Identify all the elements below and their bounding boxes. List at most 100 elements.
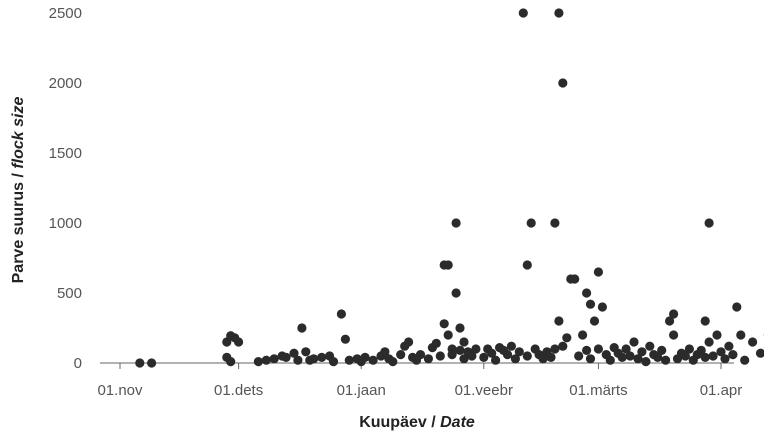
data-point <box>680 351 691 361</box>
x-axis-ticks: 01.nov 01.dets 01.jaan 01.veebr 01.märts 01.a… <box>97 363 742 399</box>
data-point <box>301 347 311 357</box>
data-point <box>562 333 572 343</box>
data-point <box>728 350 738 360</box>
data-point <box>696 345 706 355</box>
data-point <box>269 354 279 364</box>
data-point <box>487 348 497 358</box>
data-point <box>755 348 764 358</box>
data-point <box>317 352 327 362</box>
data-point <box>700 316 710 326</box>
data-point <box>506 341 516 351</box>
y-tick-label: 0 <box>74 355 82 372</box>
data-point <box>585 354 596 364</box>
data-point <box>526 218 536 228</box>
data-point <box>455 323 465 333</box>
y-tick-label: 1500 <box>49 145 82 162</box>
data-point <box>684 344 695 354</box>
data-point <box>550 218 560 228</box>
data-point <box>645 341 655 351</box>
data-point <box>443 260 453 270</box>
data-point <box>234 337 244 347</box>
data-points <box>135 8 764 368</box>
data-point <box>589 316 600 326</box>
data-point <box>617 352 627 362</box>
data-point <box>443 330 453 340</box>
data-point <box>574 351 584 361</box>
data-point <box>344 355 354 365</box>
data-point <box>514 347 524 357</box>
data-point <box>554 316 564 326</box>
data-point <box>657 345 667 355</box>
data-point <box>451 218 461 228</box>
data-point <box>328 357 339 367</box>
data-point <box>261 355 271 365</box>
data-point <box>281 352 291 362</box>
data-point <box>704 337 714 347</box>
data-point <box>340 334 350 344</box>
data-point <box>293 355 303 365</box>
data-point <box>451 288 461 298</box>
data-point <box>538 354 548 364</box>
data-point <box>368 355 378 365</box>
data-point <box>396 350 406 360</box>
data-point <box>637 347 647 357</box>
x-tick-label: 01.nov <box>97 382 143 399</box>
data-point <box>135 358 145 368</box>
data-point <box>522 260 532 270</box>
data-point <box>593 267 604 277</box>
data-point <box>360 352 370 362</box>
data-point <box>558 78 568 88</box>
data-point <box>455 345 465 355</box>
data-point <box>621 344 631 354</box>
data-point <box>423 354 433 364</box>
data-point <box>404 337 414 347</box>
data-point <box>661 355 671 365</box>
data-point <box>459 337 469 347</box>
x-tick-label: 01.veebr <box>455 382 513 399</box>
data-point <box>582 288 592 298</box>
data-point <box>716 347 726 357</box>
data-point <box>336 309 346 319</box>
data-point <box>459 354 469 364</box>
data-point <box>593 344 604 354</box>
data-point <box>597 302 608 312</box>
data-point <box>748 337 758 347</box>
data-point <box>380 347 390 357</box>
data-point <box>740 355 750 365</box>
data-point <box>665 316 675 326</box>
data-point <box>147 358 157 368</box>
data-point <box>510 354 520 364</box>
data-point <box>720 354 730 364</box>
data-point <box>724 341 734 351</box>
data-point <box>641 357 651 367</box>
y-tick-label: 2000 <box>49 75 82 92</box>
data-point <box>633 354 643 364</box>
data-point <box>479 352 489 362</box>
data-point <box>558 341 568 351</box>
data-point <box>708 351 718 361</box>
data-point <box>700 352 710 362</box>
data-point <box>605 355 615 365</box>
data-point <box>491 355 501 365</box>
data-point <box>226 357 236 367</box>
data-point <box>653 352 663 362</box>
x-tick-label: 01.jaan <box>337 382 386 399</box>
data-point <box>704 218 714 228</box>
data-point <box>522 351 532 361</box>
data-point <box>712 330 722 340</box>
data-point <box>669 330 679 340</box>
data-point <box>388 357 398 367</box>
data-point <box>582 345 592 355</box>
data-point <box>669 309 679 319</box>
data-point <box>289 348 299 358</box>
y-axis-ticks: 0 500 1000 1500 2000 2500 <box>49 5 82 372</box>
data-point <box>625 351 635 361</box>
data-point <box>447 350 457 360</box>
y-axis-title: Parve suurus / flock size <box>10 97 27 284</box>
data-point <box>253 357 263 367</box>
data-point <box>546 352 556 362</box>
x-tick-label: 01.apr <box>700 382 743 399</box>
data-point <box>467 351 477 361</box>
data-point <box>550 344 560 354</box>
